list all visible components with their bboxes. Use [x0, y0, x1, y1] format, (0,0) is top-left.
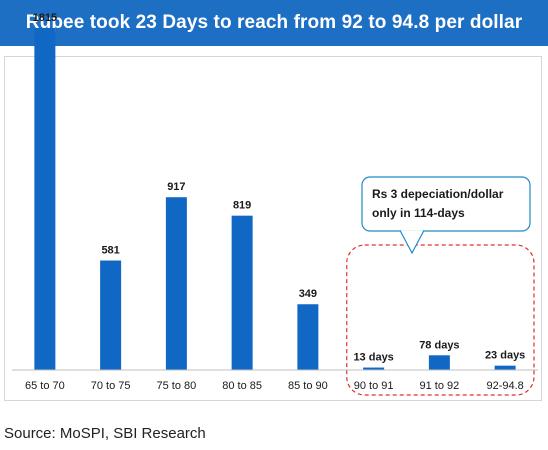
data-label-70-to-75: 581	[101, 245, 119, 257]
bar-65-to-70	[34, 28, 56, 371]
chart-title-banner: Rupee took 23 Days to reach from 92 to 9…	[0, 0, 548, 46]
x-tick-90-to-91: 90 to 91	[354, 380, 394, 392]
bar-92-94-8	[494, 365, 516, 370]
data-label-90-to-91: 13 days	[353, 352, 393, 364]
data-label-65-to-70: 1815	[33, 12, 57, 24]
bar-85-to-90	[297, 304, 319, 370]
bar-chart: 1815 581 917 819 349 13 days 78 days 23 days 65…	[12, 12, 538, 396]
x-tick-85-to-90: 85 to 90	[288, 380, 328, 392]
x-tick-92-94-8: 92-94.8	[486, 380, 523, 392]
annotation-callout	[361, 176, 531, 232]
x-tick-80-to-85: 80 to 85	[222, 380, 262, 392]
data-label-85-to-90: 349	[299, 288, 317, 300]
bar-70-to-75	[100, 260, 122, 370]
bar-91-to-92	[428, 355, 450, 370]
x-tick-75-to-80: 75 to 80	[156, 380, 196, 392]
x-tick-91-to-92: 91 to 92	[419, 380, 459, 392]
data-label-75-to-80: 917	[167, 181, 185, 193]
highlight-box	[346, 244, 535, 396]
x-tick-70-to-75: 70 to 75	[91, 380, 131, 392]
data-label-91-to-92: 78 days	[419, 339, 459, 351]
source-note: Source: MoSPI, SBI Research	[4, 425, 206, 442]
bar-80-to-85	[231, 215, 253, 370]
x-tick-65-to-70: 65 to 70	[25, 380, 65, 392]
data-label-80-to-85: 819	[233, 200, 251, 212]
annotation-callout-pointer	[399, 230, 425, 255]
bar-75-to-80	[165, 197, 187, 370]
annotation-line-2: only in 114-days	[372, 206, 465, 220]
chart-frame	[4, 56, 542, 401]
annotation-line-1: Rs 3 depeciation/dollar	[372, 187, 504, 201]
chart-title: Rupee took 23 Days to reach from 92 to 9…	[25, 12, 523, 33]
data-label-92-94-8: 23 days	[485, 350, 525, 362]
bar-90-to-91	[363, 367, 385, 370]
